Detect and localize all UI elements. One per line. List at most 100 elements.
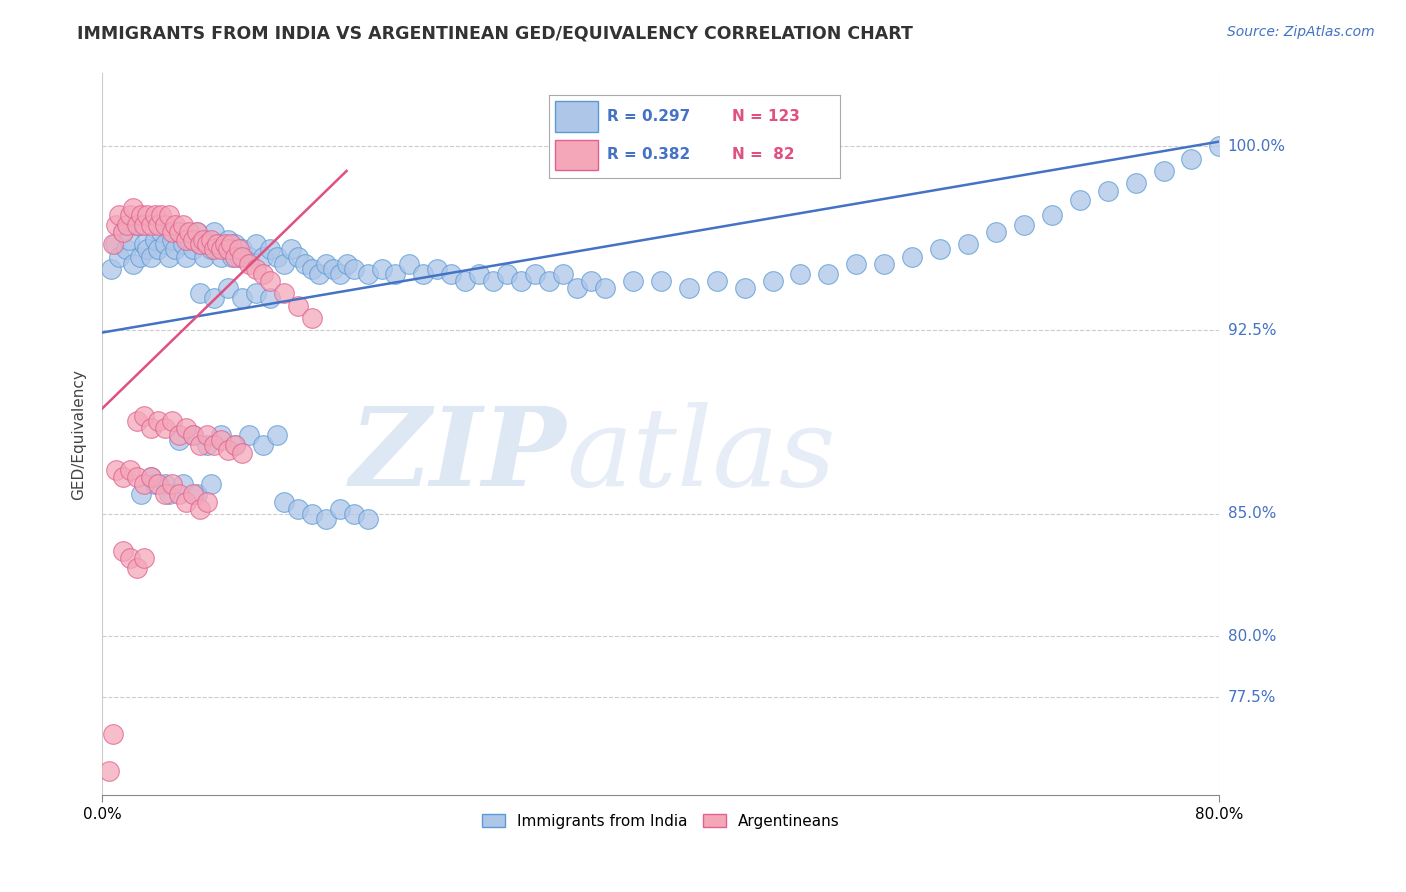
Immigrants from India bbox=[202, 225, 225, 239]
Immigrants from India bbox=[398, 257, 420, 271]
Argentineans bbox=[219, 237, 242, 252]
Immigrants from India bbox=[195, 233, 218, 247]
Immigrants from India bbox=[149, 225, 172, 239]
Immigrants from India bbox=[112, 225, 135, 239]
Argentineans bbox=[202, 438, 225, 452]
Argentineans bbox=[127, 470, 149, 484]
Argentineans bbox=[112, 470, 135, 484]
Immigrants from India bbox=[984, 225, 1007, 239]
Immigrants from India bbox=[157, 250, 180, 264]
Immigrants from India bbox=[181, 242, 204, 256]
Argentineans bbox=[188, 501, 211, 516]
Immigrants from India bbox=[200, 242, 222, 256]
Argentineans bbox=[139, 218, 162, 232]
Argentineans bbox=[132, 409, 155, 423]
Immigrants from India bbox=[131, 487, 153, 501]
Immigrants from India bbox=[181, 428, 204, 442]
Text: 85.0%: 85.0% bbox=[1227, 507, 1277, 521]
Immigrants from India bbox=[565, 281, 588, 295]
Immigrants from India bbox=[510, 274, 533, 288]
Argentineans bbox=[167, 487, 190, 501]
Argentineans bbox=[181, 233, 204, 247]
Immigrants from India bbox=[167, 225, 190, 239]
Argentineans bbox=[224, 250, 246, 264]
Immigrants from India bbox=[579, 274, 602, 288]
Argentineans bbox=[181, 487, 204, 501]
Immigrants from India bbox=[174, 250, 197, 264]
Text: ZIP: ZIP bbox=[349, 402, 565, 509]
Immigrants from India bbox=[160, 233, 183, 247]
Immigrants from India bbox=[135, 242, 157, 256]
Immigrants from India bbox=[301, 507, 323, 521]
Argentineans bbox=[132, 550, 155, 565]
Immigrants from India bbox=[252, 250, 274, 264]
Immigrants from India bbox=[186, 487, 208, 501]
Immigrants from India bbox=[163, 242, 186, 256]
Immigrants from India bbox=[551, 267, 574, 281]
Immigrants from India bbox=[817, 267, 839, 281]
Immigrants from India bbox=[356, 511, 378, 525]
Immigrants from India bbox=[115, 242, 138, 256]
Argentineans bbox=[172, 218, 194, 232]
Argentineans bbox=[120, 463, 142, 477]
Y-axis label: GED/Equivalency: GED/Equivalency bbox=[72, 368, 86, 500]
Argentineans bbox=[112, 225, 135, 239]
Immigrants from India bbox=[336, 257, 359, 271]
Argentineans bbox=[105, 463, 128, 477]
Argentineans bbox=[224, 438, 246, 452]
Immigrants from India bbox=[245, 286, 267, 301]
Argentineans bbox=[105, 218, 128, 232]
Argentineans bbox=[167, 225, 190, 239]
Immigrants from India bbox=[209, 250, 232, 264]
Immigrants from India bbox=[252, 438, 274, 452]
Argentineans bbox=[117, 218, 139, 232]
Immigrants from India bbox=[329, 267, 352, 281]
Argentineans bbox=[245, 261, 267, 276]
Immigrants from India bbox=[1097, 184, 1119, 198]
Argentineans bbox=[195, 237, 218, 252]
Immigrants from India bbox=[245, 237, 267, 252]
Text: 100.0%: 100.0% bbox=[1227, 139, 1285, 154]
Text: IMMIGRANTS FROM INDIA VS ARGENTINEAN GED/EQUIVALENCY CORRELATION CHART: IMMIGRANTS FROM INDIA VS ARGENTINEAN GED… bbox=[77, 25, 914, 43]
Argentineans bbox=[112, 543, 135, 558]
Argentineans bbox=[174, 233, 197, 247]
Argentineans bbox=[122, 201, 145, 215]
Immigrants from India bbox=[706, 274, 728, 288]
Immigrants from India bbox=[224, 438, 246, 452]
Argentineans bbox=[200, 233, 222, 247]
Argentineans bbox=[301, 310, 323, 325]
Immigrants from India bbox=[1125, 176, 1147, 190]
Argentineans bbox=[146, 477, 169, 491]
Argentineans bbox=[103, 237, 125, 252]
Immigrants from India bbox=[496, 267, 519, 281]
Immigrants from India bbox=[1180, 152, 1202, 166]
Argentineans bbox=[143, 208, 166, 222]
Argentineans bbox=[139, 421, 162, 435]
Argentineans bbox=[177, 225, 200, 239]
Immigrants from India bbox=[228, 250, 250, 264]
Immigrants from India bbox=[139, 250, 162, 264]
Argentineans bbox=[160, 477, 183, 491]
Immigrants from India bbox=[1012, 218, 1035, 232]
Immigrants from India bbox=[308, 267, 330, 281]
Argentineans bbox=[167, 428, 190, 442]
Immigrants from India bbox=[200, 477, 222, 491]
Immigrants from India bbox=[845, 257, 868, 271]
Immigrants from India bbox=[342, 261, 364, 276]
Argentineans bbox=[231, 250, 253, 264]
Immigrants from India bbox=[177, 233, 200, 247]
Immigrants from India bbox=[146, 242, 169, 256]
Immigrants from India bbox=[621, 274, 644, 288]
Immigrants from India bbox=[356, 267, 378, 281]
Immigrants from India bbox=[315, 257, 337, 271]
Immigrants from India bbox=[266, 428, 288, 442]
Argentineans bbox=[174, 421, 197, 435]
Argentineans bbox=[127, 560, 149, 574]
Immigrants from India bbox=[678, 281, 700, 295]
Immigrants from India bbox=[108, 250, 131, 264]
Immigrants from India bbox=[259, 291, 281, 305]
Argentineans bbox=[181, 428, 204, 442]
Immigrants from India bbox=[273, 257, 295, 271]
Immigrants from India bbox=[143, 477, 166, 491]
Immigrants from India bbox=[188, 237, 211, 252]
